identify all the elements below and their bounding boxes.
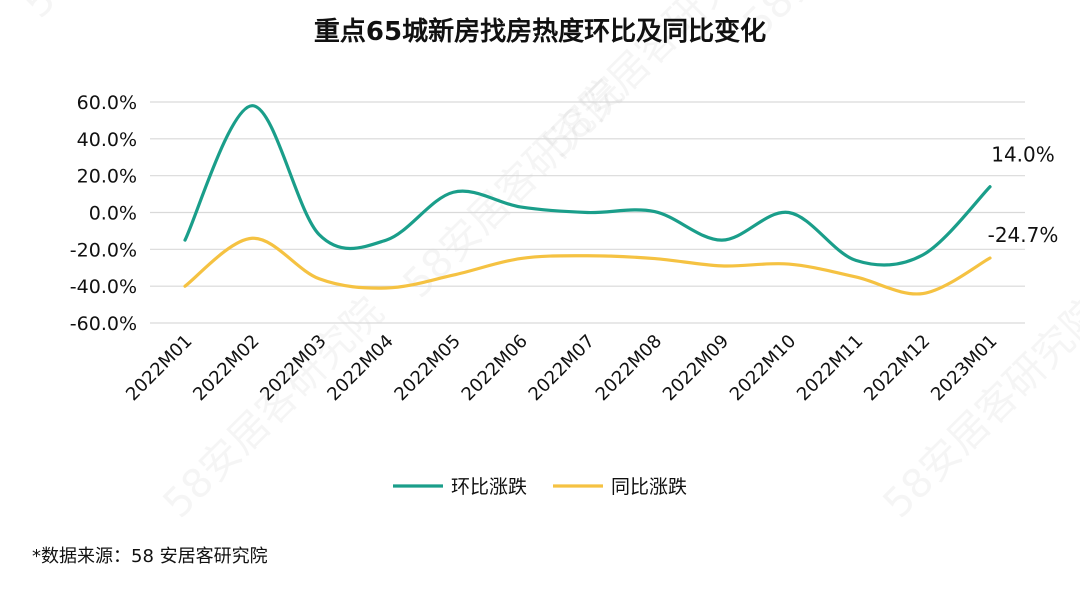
x-tick-label: 2022M01 bbox=[122, 331, 196, 405]
x-tick-label: 2022M10 bbox=[726, 331, 800, 405]
series-lines bbox=[183, 104, 992, 296]
x-tick-label: 2022M09 bbox=[659, 331, 733, 405]
x-tick-label: 2022M08 bbox=[592, 331, 666, 405]
y-tick-label: -40.0% bbox=[70, 276, 137, 298]
x-tick-label: 2022M07 bbox=[525, 331, 599, 405]
y-tick-label: 20.0% bbox=[77, 166, 137, 188]
data-label: 14.0% bbox=[991, 143, 1055, 167]
data-label: -24.7% bbox=[988, 223, 1059, 247]
y-tick-label: 60.0% bbox=[77, 92, 137, 114]
source-note: *数据来源：58 安居客研究院 bbox=[32, 546, 268, 567]
x-tick-label: 2022M06 bbox=[458, 331, 532, 405]
legend: 环比涨跌 同比涨跌 bbox=[393, 476, 687, 498]
data-labels: 14.0% -24.7% bbox=[988, 143, 1059, 247]
legend-label: 同比涨跌 bbox=[611, 476, 687, 498]
chart-title: 重点65城新房找房热度环比及同比变化 bbox=[314, 16, 766, 47]
x-tick-label: 2022M12 bbox=[860, 331, 934, 405]
legend-label: 环比涨跌 bbox=[451, 476, 527, 498]
gridlines bbox=[150, 101, 1025, 324]
x-tick-label: 2022M02 bbox=[189, 331, 263, 405]
x-tick-label: 2022M05 bbox=[390, 331, 464, 405]
y-axis-ticks: 60.0% 40.0% 20.0% 0.0% -20.0% -40.0% -60.0% bbox=[70, 92, 137, 335]
y-tick-label: 40.0% bbox=[77, 129, 137, 151]
x-tick-label: 2022M11 bbox=[793, 331, 867, 405]
y-tick-label: -20.0% bbox=[70, 239, 137, 261]
watermarks: 58安居客研究院58安居客研究院58安居客研究院58安居客研究院58安居客研究院… bbox=[15, 0, 1080, 527]
y-tick-label: 0.0% bbox=[89, 203, 137, 225]
y-tick-label: -60.0% bbox=[70, 313, 137, 335]
